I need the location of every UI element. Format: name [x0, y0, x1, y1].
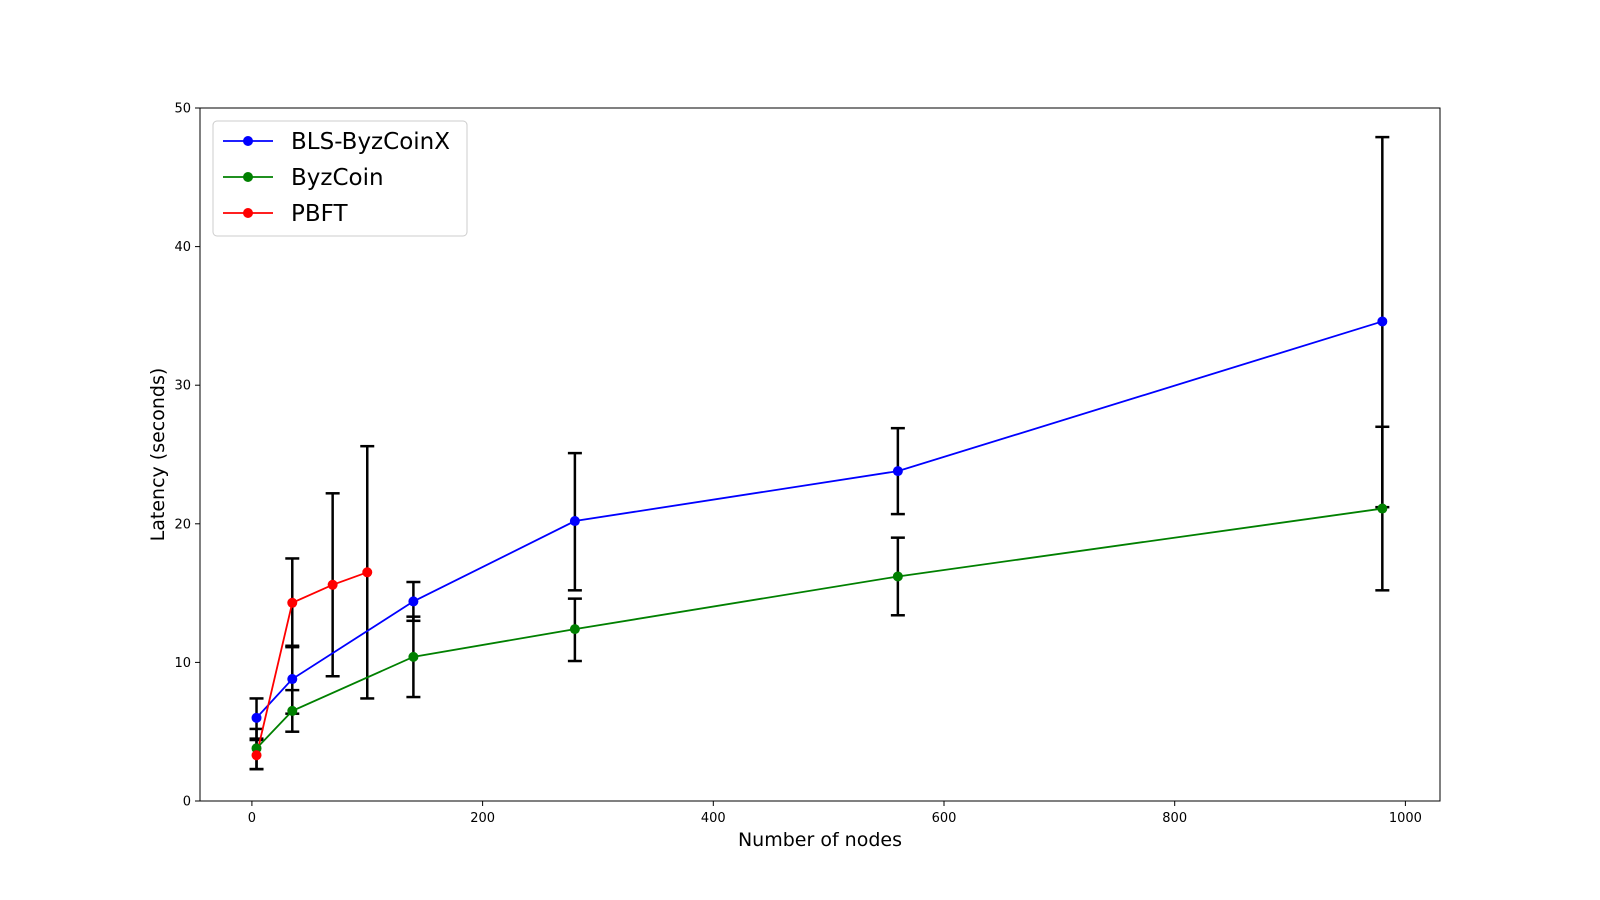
y-tick-label: 40	[174, 240, 191, 255]
y-tick-label: 30	[174, 379, 191, 394]
x-tick-label: 600	[932, 811, 957, 826]
legend: BLS-ByzCoinX ByzCoin PBFT	[212, 120, 468, 237]
x-axis: 0 200 400 600 800 1000	[248, 801, 1422, 826]
pbft-point	[251, 750, 262, 761]
byzcoin-point	[287, 705, 298, 716]
pbft-point	[327, 579, 338, 590]
byzcoin-point	[408, 651, 419, 662]
byzcoin-point	[1377, 503, 1388, 514]
x-tick-label: 1000	[1389, 811, 1422, 826]
x-tick-label: 200	[470, 811, 495, 826]
y-axis: 0 10 20 30 40 50	[174, 102, 200, 810]
byzcoin-point	[569, 624, 580, 635]
y-axis-label: Latency (seconds)	[147, 368, 169, 542]
bls-byzcoinx-point	[569, 516, 580, 527]
bls-byzcoinx-point	[287, 674, 298, 685]
bls-byzcoinx-point	[408, 596, 419, 607]
byzcoin-line	[255, 507, 1383, 749]
byzcoin-point	[892, 571, 903, 582]
y-tick-label: 0	[183, 795, 191, 810]
legend-bls-byzcoinx-marker	[243, 136, 253, 146]
legend-byzcoin-label: ByzCoin	[291, 165, 384, 191]
bls-byzcoinx-point	[251, 712, 262, 723]
x-tick-label: 800	[1162, 811, 1187, 826]
y-tick-label: 10	[174, 656, 191, 671]
bls-byzcoinx-point	[892, 466, 903, 477]
x-axis-label: Number of nodes	[738, 829, 902, 851]
x-tick-label: 0	[248, 811, 256, 826]
pbft-point	[287, 597, 298, 608]
legend-bls-byzcoinx-label: BLS-ByzCoinX	[291, 129, 450, 155]
legend-box	[212, 120, 468, 237]
legend-byzcoin-marker	[243, 172, 253, 182]
legend-pbft-marker	[243, 208, 253, 218]
byzcoin-point	[251, 743, 262, 754]
pbft-point	[362, 567, 373, 578]
bls-byzcoinx-line	[255, 320, 1383, 719]
series-lines	[255, 320, 1383, 756]
y-tick-label: 20	[174, 517, 191, 532]
bls-byzcoinx-point	[1377, 316, 1388, 327]
y-tick-label: 50	[174, 102, 191, 117]
series-markers	[251, 316, 1388, 761]
x-tick-label: 400	[701, 811, 726, 826]
pbft-line	[255, 571, 368, 756]
legend-pbft-label: PBFT	[291, 201, 348, 227]
